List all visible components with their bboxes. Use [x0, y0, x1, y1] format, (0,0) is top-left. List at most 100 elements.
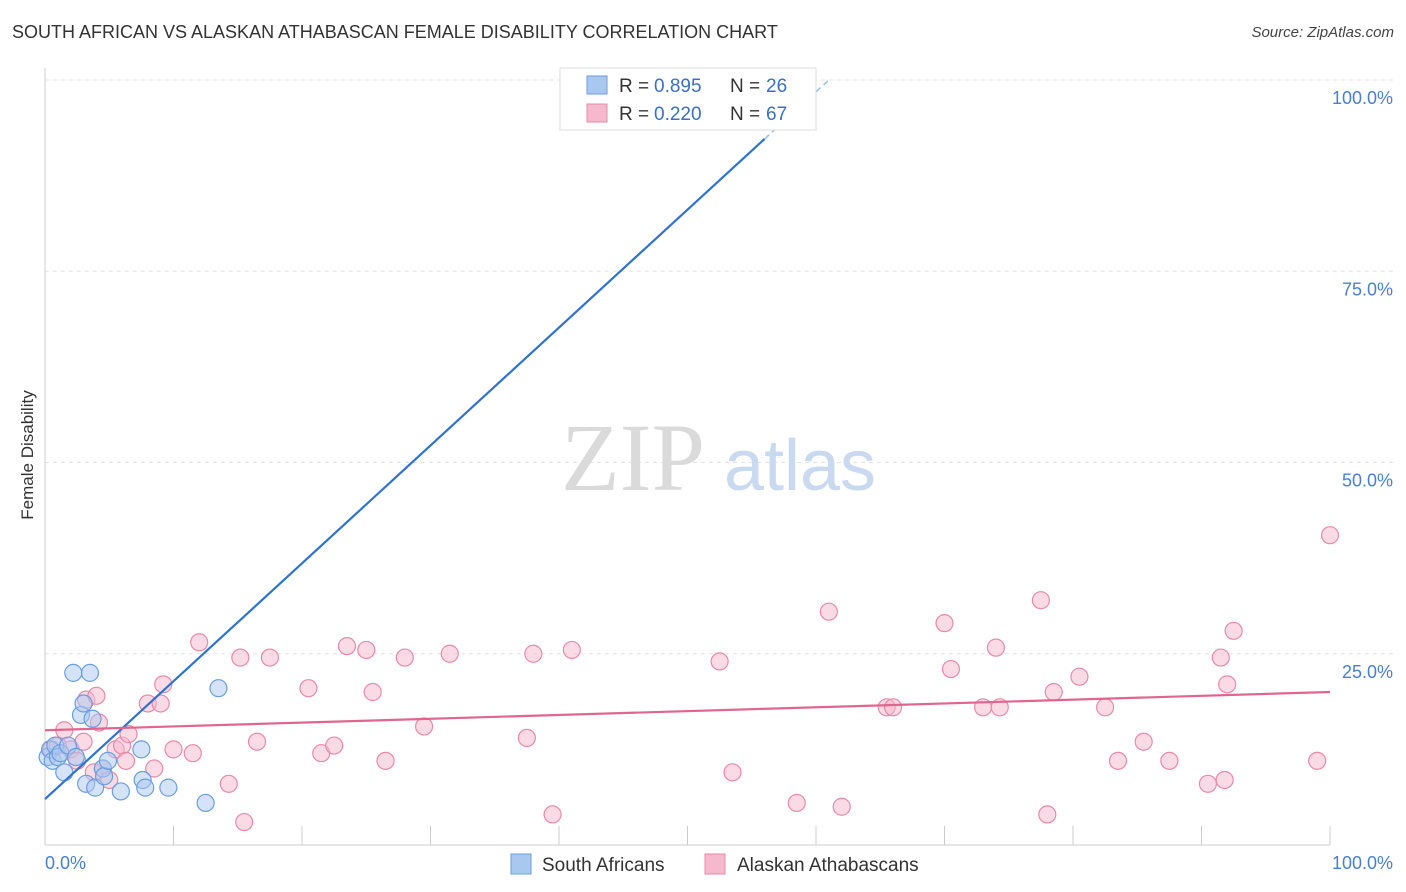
- point-alaskan-athabascans: [1038, 805, 1057, 824]
- legend-r-label-1: R =: [619, 76, 649, 97]
- point-alaskan-athabascans: [116, 751, 136, 770]
- point-alaskan-athabascans: [883, 698, 903, 717]
- legend-n-label-1: N =: [730, 76, 760, 97]
- point-alaskan-athabascans: [154, 675, 173, 694]
- legend-r-label-2: R =: [619, 104, 649, 125]
- point-alaskan-athabascans: [247, 732, 267, 751]
- y-tick-label: 75.0%: [1342, 279, 1393, 299]
- y-axis-tick-labels: 25.0% 50.0% 75.0% 100.0%: [1332, 88, 1393, 682]
- point-alaskan-athabascans: [325, 736, 344, 755]
- point-south-africans: [80, 663, 100, 682]
- point-alaskan-athabascans: [710, 652, 729, 671]
- point-south-africans: [132, 740, 151, 759]
- legend-n-value-1: 26: [766, 76, 787, 97]
- point-alaskan-athabascans: [1320, 526, 1340, 545]
- point-alaskan-athabascans: [941, 659, 961, 679]
- point-alaskan-athabascans: [1198, 774, 1218, 793]
- point-alaskan-athabascans: [190, 633, 209, 652]
- point-alaskan-athabascans: [723, 763, 742, 782]
- y-tick-label: 100.0%: [1332, 88, 1393, 108]
- point-alaskan-athabascans: [357, 640, 376, 660]
- point-alaskan-athabascans: [1218, 675, 1237, 694]
- point-alaskan-athabascans: [235, 812, 254, 832]
- legend-r-value-2: 0.220: [654, 104, 702, 125]
- y-tick-label: 50.0%: [1342, 471, 1393, 491]
- stats-legend: R = 0.895 N = 26 R = 0.220 N = 67: [559, 67, 817, 131]
- point-alaskan-athabascans: [1160, 751, 1179, 770]
- trendline-south-africans: [44, 138, 766, 800]
- point-alaskan-athabascans: [1070, 667, 1089, 686]
- y-tick-label: 25.0%: [1342, 662, 1393, 682]
- point-alaskan-athabascans: [543, 805, 562, 824]
- point-alaskan-athabascans: [414, 717, 434, 736]
- legend-item-south-africans-swatch: [510, 853, 532, 875]
- point-alaskan-athabascans: [376, 751, 395, 770]
- point-south-africans: [74, 694, 93, 713]
- point-alaskan-athabascans: [164, 740, 183, 759]
- x-tick-label: 100.0%: [1332, 853, 1393, 873]
- watermark: ZIP atlas: [561, 404, 876, 511]
- legend-r-value-1: 0.895: [654, 76, 702, 97]
- source-label: Source: ZipAtlas.com: [1251, 24, 1394, 41]
- point-south-africans: [95, 767, 114, 786]
- legend-swatch-pink: [586, 103, 608, 123]
- point-alaskan-athabascans: [1044, 682, 1063, 702]
- point-alaskan-athabascans: [119, 724, 138, 744]
- x-tick-label: 0.0%: [45, 853, 86, 873]
- point-alaskan-athabascans: [260, 648, 279, 667]
- point-alaskan-athabascans: [787, 793, 806, 813]
- series-legend: South Africans Alaskan Athabascans: [510, 853, 919, 876]
- point-alaskan-athabascans: [299, 679, 318, 698]
- grid-lines: [45, 79, 1395, 655]
- legend-n-label-2: N =: [730, 104, 760, 125]
- point-alaskan-athabascans: [74, 732, 93, 751]
- point-alaskan-athabascans: [562, 640, 581, 660]
- point-alaskan-athabascans: [1031, 591, 1050, 610]
- point-south-africans: [83, 709, 102, 728]
- point-south-africans: [196, 793, 215, 813]
- legend-item-alaskan-athabascans: Alaskan Athabascans: [737, 855, 919, 876]
- point-alaskan-athabascans: [231, 648, 250, 667]
- point-south-africans: [209, 679, 228, 698]
- series-alaskan-athabascans: [42, 526, 1340, 832]
- point-alaskan-athabascans: [986, 638, 1006, 657]
- axes: [44, 68, 1331, 846]
- point-alaskan-athabascans: [1224, 621, 1243, 640]
- point-alaskan-athabascans: [832, 797, 851, 816]
- point-alaskan-athabascans: [1308, 751, 1327, 770]
- point-alaskan-athabascans: [363, 682, 382, 702]
- watermark-atlas: atlas: [724, 426, 876, 506]
- point-south-africans: [159, 778, 178, 797]
- point-alaskan-athabascans: [1108, 751, 1128, 770]
- point-alaskan-athabascans: [517, 728, 536, 748]
- trendline-alaskan-athabascans: [44, 690, 1331, 732]
- point-alaskan-athabascans: [337, 636, 357, 656]
- legend-item-alaskan-athabascans-swatch: [704, 853, 726, 875]
- point-south-africans: [55, 763, 74, 782]
- watermark-zip: ZIP: [561, 404, 705, 511]
- point-south-africans: [111, 782, 130, 801]
- legend-swatch-blue: [586, 75, 608, 95]
- point-alaskan-athabascans: [1211, 648, 1230, 667]
- y-axis-title: Female Disability: [18, 390, 37, 520]
- point-alaskan-athabascans: [219, 774, 238, 793]
- point-alaskan-athabascans: [1215, 770, 1234, 790]
- legend-item-south-africans: South Africans: [542, 855, 665, 876]
- point-alaskan-athabascans: [524, 644, 543, 663]
- point-south-africans: [98, 751, 118, 770]
- point-alaskan-athabascans: [1134, 732, 1153, 751]
- point-south-africans: [66, 747, 85, 767]
- legend-n-value-2: 67: [766, 104, 787, 125]
- point-alaskan-athabascans: [935, 614, 954, 633]
- point-alaskan-athabascans: [440, 644, 459, 663]
- point-alaskan-athabascans: [819, 602, 838, 621]
- point-alaskan-athabascans: [1096, 698, 1115, 717]
- point-alaskan-athabascans: [151, 694, 170, 713]
- point-alaskan-athabascans: [183, 744, 202, 763]
- point-south-africans: [136, 778, 155, 797]
- point-alaskan-athabascans: [395, 648, 414, 667]
- x-axis-tick-labels: 0.0% 100.0%: [45, 853, 1393, 873]
- series-south-africans: [38, 70, 787, 813]
- point-alaskan-athabascans: [145, 759, 164, 778]
